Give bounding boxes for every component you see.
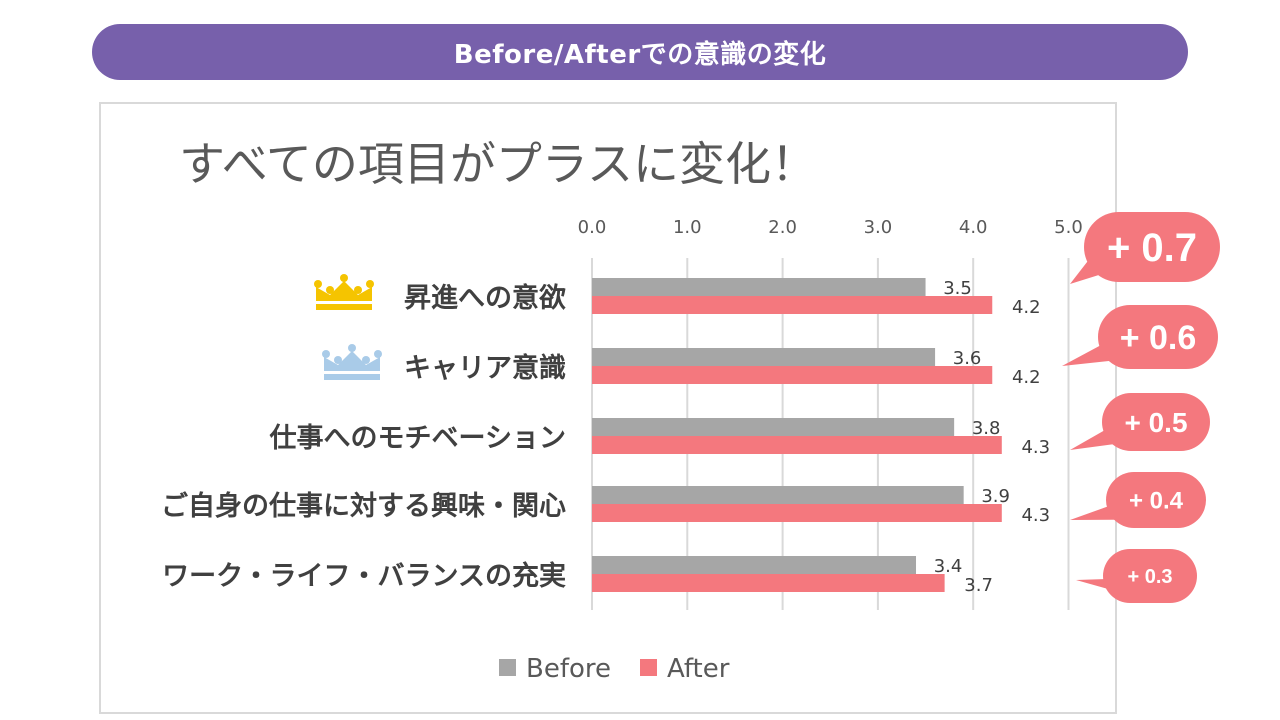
bar-after [592,504,1002,522]
bar-after [592,366,993,384]
bar-before [592,418,955,436]
gold-crown-icon [314,274,374,310]
x-tick-label: 5.0 [1054,217,1083,238]
value-label-after: 4.2 [1012,367,1041,388]
legend-label: After [667,654,730,684]
bar-before [592,278,926,296]
delta-callout [1098,305,1218,369]
value-label-before: 3.9 [981,486,1010,507]
category-label: ワーク・ライフ・バランスの充実 [162,560,566,592]
bar-before [592,486,964,504]
delta-callout [1103,549,1197,603]
value-label-before: 3.5 [943,278,972,299]
value-label-after: 4.3 [1021,505,1050,526]
chart-frame [99,102,1117,714]
bar-after [592,574,945,592]
delta-label: + 0.3 [1127,566,1172,588]
delta-callout [1102,393,1210,451]
delta-callout [1106,472,1206,528]
delta-label: + 0.4 [1129,487,1184,514]
delta-label: + 0.6 [1120,319,1197,357]
bar-before [592,556,917,574]
category-label: ご自身の仕事に対する興味・関心 [161,490,566,522]
category-label: 昇進への意欲 [404,282,566,314]
legend-swatch [640,659,657,676]
chart-title: すべての項目がプラスに変化！ [178,137,818,191]
bar-after [592,436,1002,454]
blue-crown-icon [322,344,382,380]
x-tick-label: 2.0 [768,217,797,238]
value-label-before: 3.8 [972,418,1001,439]
x-tick-label: 3.0 [864,217,893,238]
delta-callout [1084,212,1220,282]
value-label-after: 3.7 [964,575,993,596]
x-tick-label: 4.0 [959,217,988,238]
bar-before [592,348,936,366]
value-label-before: 3.4 [934,556,963,577]
banner-title: Before/Afterでの意識の変化 [453,39,827,70]
category-label: キャリア意識 [404,352,566,384]
delta-label: + 0.7 [1107,226,1197,270]
page-banner: Before/Afterでの意識の変化 [92,24,1188,80]
legend-label: Before [526,654,611,684]
value-label-after: 4.2 [1012,297,1041,318]
value-label-before: 3.6 [953,348,982,369]
x-tick-label: 1.0 [673,217,702,238]
delta-label: + 0.5 [1124,407,1187,438]
legend-swatch [499,659,516,676]
bar-after [592,296,993,314]
x-tick-label: 0.0 [578,217,607,238]
category-label: 仕事へのモチベーション [269,423,566,454]
value-label-after: 4.3 [1021,437,1050,458]
